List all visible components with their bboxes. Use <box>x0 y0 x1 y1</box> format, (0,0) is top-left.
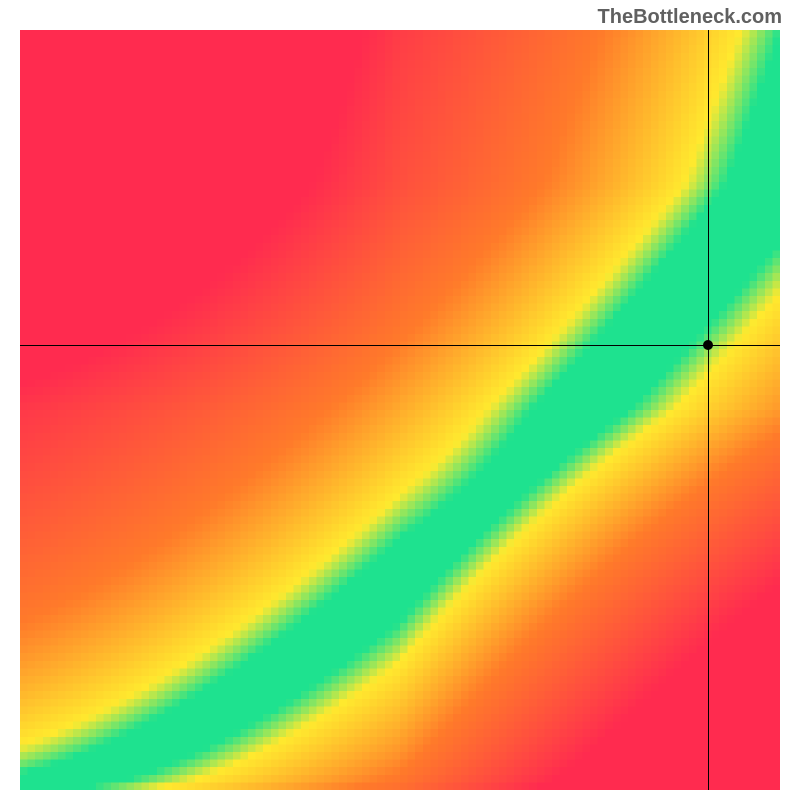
heatmap-canvas <box>20 30 780 790</box>
crosshair-vertical <box>708 30 709 790</box>
crosshair-horizontal <box>20 345 780 346</box>
crosshair-marker <box>703 340 713 350</box>
attribution-text: TheBottleneck.com <box>598 6 782 29</box>
heatmap-chart <box>20 30 780 790</box>
